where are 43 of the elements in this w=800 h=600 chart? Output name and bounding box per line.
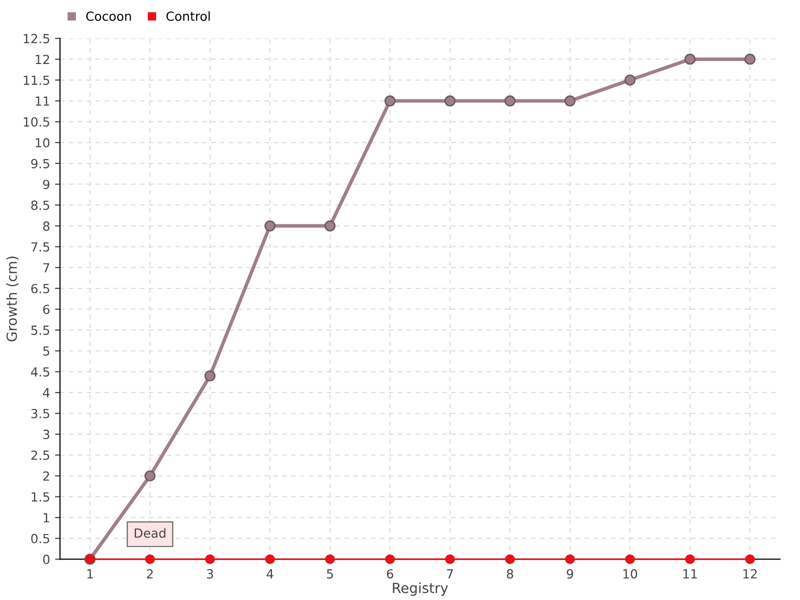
x-tick-label: 10 bbox=[623, 569, 638, 579]
x-tick-label: 7 bbox=[447, 569, 453, 578]
y-tick-label: 5 bbox=[43, 346, 50, 356]
y-tick-label: 0 bbox=[43, 554, 50, 564]
x-tick-label: 4 bbox=[266, 569, 274, 578]
y-tick-label: 1.5 bbox=[32, 492, 50, 502]
y-tick-label: 12 bbox=[36, 54, 50, 64]
legend-label: Cocoon bbox=[86, 11, 131, 21]
x-axis-title: Registry bbox=[392, 582, 448, 596]
y-tick-label: 4 bbox=[42, 388, 50, 398]
y-tick-label: 11.5 bbox=[24, 76, 50, 85]
x-tick-label: 12 bbox=[743, 569, 757, 578]
y-tick-label: 2.5 bbox=[31, 450, 50, 460]
y-tick-label: 7 bbox=[43, 263, 50, 272]
x-tick-label: 9 bbox=[566, 569, 574, 579]
x-tick-label: 1 bbox=[87, 569, 93, 578]
x-tick-label: 6 bbox=[386, 569, 394, 579]
annotation: Dead bbox=[134, 528, 166, 538]
y-tick-label: 7.5 bbox=[31, 242, 50, 252]
x-tick-label: 3 bbox=[206, 569, 213, 579]
y-tick-label: 8.5 bbox=[31, 200, 50, 210]
y-tick-label: 1 bbox=[44, 513, 50, 522]
y-tick-label: 11 bbox=[36, 96, 50, 106]
legend-label: Control bbox=[166, 11, 210, 21]
y-tick-label: 9 bbox=[43, 180, 50, 190]
y-tick-label: 12.5 bbox=[24, 34, 50, 44]
x-tick-label: 5 bbox=[326, 569, 333, 579]
y-tick-label: 4.5 bbox=[31, 367, 50, 377]
y-tick-label: 0.5 bbox=[31, 534, 50, 544]
x-tick-label: 8 bbox=[506, 569, 514, 579]
x-tick-label: 2 bbox=[146, 569, 153, 578]
y-tick-label: 10.5 bbox=[24, 117, 50, 127]
y-tick-label: 8 bbox=[43, 221, 50, 231]
y-tick-label: 6.5 bbox=[31, 284, 50, 294]
x-tick-label: 11 bbox=[683, 569, 697, 578]
y-tick-label: 3.5 bbox=[31, 408, 50, 418]
y-tick-label: 9.5 bbox=[31, 158, 50, 168]
y-axis-title: Growth (cm) bbox=[6, 256, 19, 342]
y-tick-label: 2 bbox=[43, 471, 50, 481]
y-tick-label: 6 bbox=[43, 304, 50, 314]
y-tick-label: 5.5 bbox=[31, 326, 50, 335]
y-tick-label: 3 bbox=[43, 430, 50, 440]
y-tick-label: 10 bbox=[36, 138, 50, 148]
